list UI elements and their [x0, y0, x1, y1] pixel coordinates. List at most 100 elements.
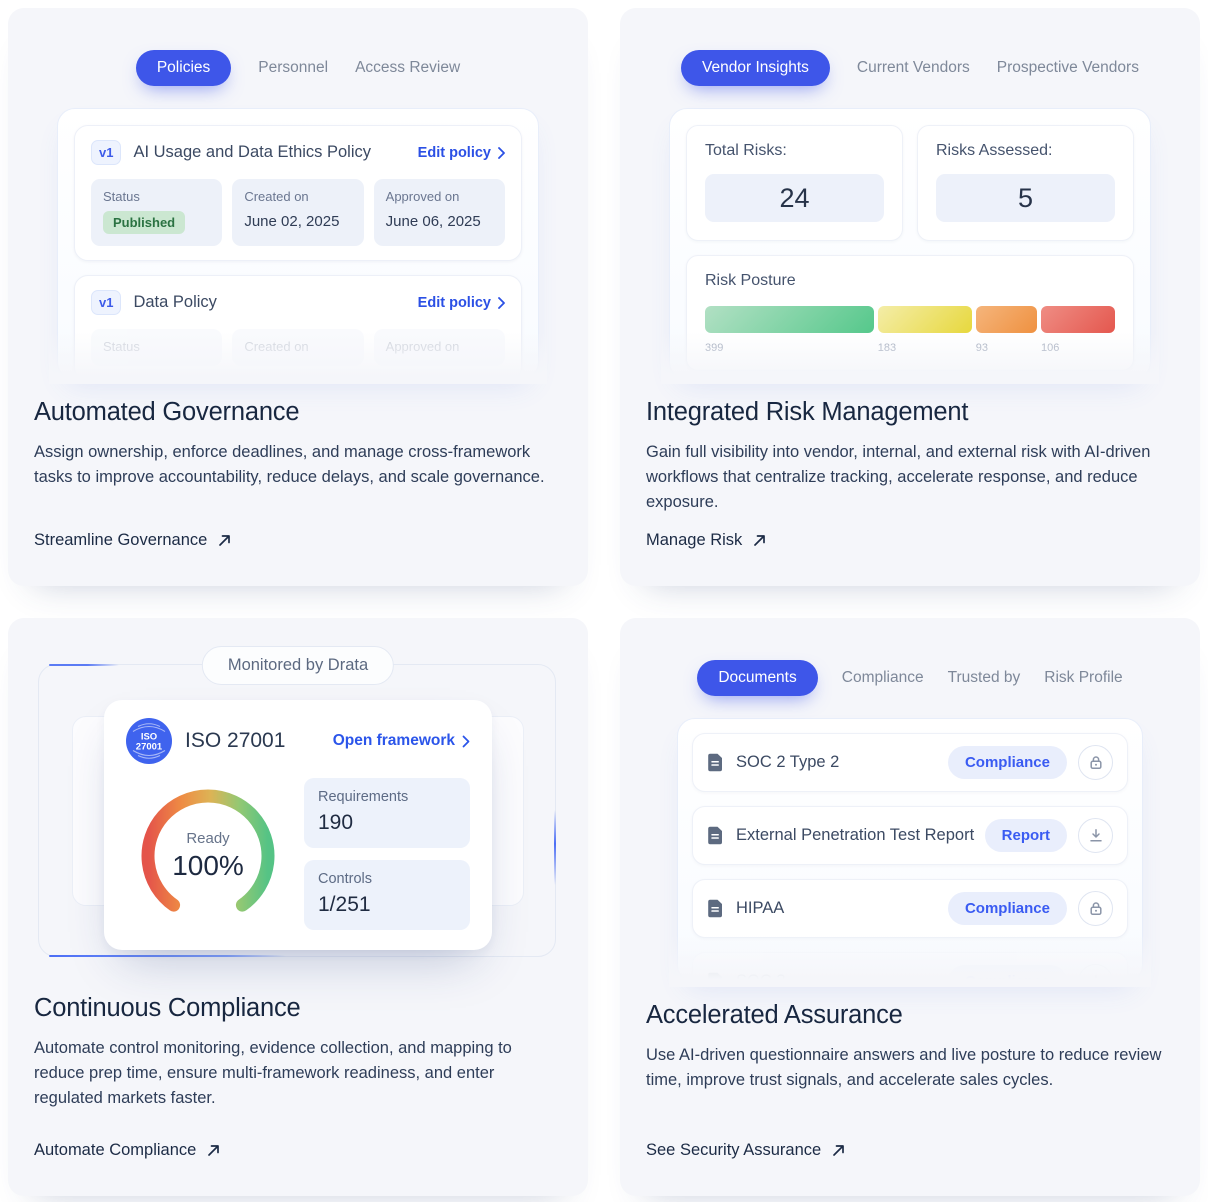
- lock-icon: [1089, 902, 1102, 916]
- lock-button[interactable]: [1078, 745, 1113, 780]
- tab-compliance[interactable]: Compliance: [841, 669, 924, 686]
- compliance-mock: Monitored by Drata: [8, 618, 588, 976]
- blue-accent-bottom: [49, 954, 287, 957]
- risk-segment-critical: [1041, 306, 1116, 333]
- risk-panel: Total Risks: 24 Risks Assessed: 5 Risk P…: [669, 108, 1151, 380]
- field-status: Status Published: [91, 179, 223, 246]
- page-title-governance: Automated Governance: [34, 398, 300, 426]
- tab-documents[interactable]: Documents: [697, 660, 818, 696]
- manage-risk-link[interactable]: Manage Risk: [620, 531, 1200, 550]
- edit-policy-link[interactable]: Edit policy: [418, 145, 505, 161]
- arrow-up-right-icon: [754, 535, 766, 546]
- field-status: Status: [91, 329, 223, 366]
- card-accelerated-assurance: Documents Compliance Trusted by Risk Pro…: [620, 618, 1200, 1196]
- automate-compliance-link[interactable]: Automate Compliance: [8, 1141, 588, 1160]
- framework-title: ISO 27001: [185, 729, 286, 752]
- tab-vendor-insights[interactable]: Vendor Insights: [681, 50, 830, 86]
- edit-policy-link[interactable]: Edit policy: [418, 295, 505, 311]
- tab-policies[interactable]: Policies: [135, 50, 232, 86]
- document-row-soc2: SOC 2 Type 2 Compliance: [692, 733, 1128, 792]
- field-approved-on: Approved on June 06, 2025: [373, 179, 505, 246]
- chevron-right-icon: [498, 296, 505, 309]
- chevron-right-icon: [498, 146, 505, 159]
- description-assurance: Use AI-driven questionnaire answers and …: [646, 1046, 1162, 1089]
- policies-mock: v1 AI Usage and Data Ethics Policy Edit …: [49, 108, 547, 384]
- streamline-governance-link[interactable]: Streamline Governance: [8, 531, 588, 550]
- compliance-badge: Compliance: [947, 746, 1067, 779]
- tab-current-vendors[interactable]: Current Vendors: [856, 59, 970, 76]
- arrow-up-right-icon: [208, 1145, 220, 1156]
- arrow-up-right-icon: [219, 535, 231, 546]
- policy-card-ai-usage: v1 AI Usage and Data Ethics Policy Edit …: [74, 125, 522, 261]
- card-continuous-compliance: Monitored by Drata: [8, 618, 588, 1196]
- open-framework-link[interactable]: Open framework: [333, 732, 470, 750]
- iso-27001-badge-icon: ISO 27001: [126, 718, 172, 764]
- report-badge: Report: [984, 819, 1067, 852]
- tab-risk-profile[interactable]: Risk Profile: [1044, 669, 1123, 686]
- page-title-compliance: Continuous Compliance: [34, 994, 301, 1022]
- policy-card-data-policy: v1 Data Policy Edit policy Status Create…: [74, 275, 522, 379]
- document-row-soc3: SOC 3 Compliance: [692, 952, 1128, 982]
- risk-segment-high: [975, 306, 1038, 333]
- risk-posture-bar: [705, 306, 1116, 333]
- assurance-tabs: Documents Compliance Trusted by Risk Pro…: [620, 660, 1200, 696]
- card-integrated-risk: Vendor Insights Current Vendors Prospect…: [620, 8, 1200, 586]
- framework-card: ISO 27001 ISO 27001 Open framework: [104, 700, 492, 950]
- stat-risks-assessed: Risks Assessed: 5: [917, 125, 1134, 241]
- document-row-pentest: External Penetration Test Report Report: [692, 806, 1128, 865]
- tab-trusted-by[interactable]: Trusted by: [947, 669, 1021, 686]
- page-title-assurance: Accelerated Assurance: [646, 1001, 903, 1029]
- lock-button[interactable]: [1078, 891, 1113, 926]
- document-icon: [708, 753, 722, 772]
- monitored-by-drata-pill: Monitored by Drata: [201, 646, 395, 685]
- document-icon: [708, 972, 722, 982]
- risk-segment-low: [705, 306, 874, 333]
- documents-mock: SOC 2 Type 2 Compliance External Penetra…: [669, 718, 1151, 987]
- policy-title: AI Usage and Data Ethics Policy: [133, 143, 372, 161]
- tab-access-review[interactable]: Access Review: [355, 59, 461, 76]
- description-governance: Assign ownership, enforce deadlines, and…: [34, 443, 545, 486]
- version-badge: v1: [91, 140, 122, 165]
- field-created-on: Created on: [232, 329, 364, 366]
- blue-accent-top: [49, 664, 119, 666]
- documents-panel: SOC 2 Type 2 Compliance External Penetra…: [677, 718, 1143, 983]
- download-button[interactable]: [1078, 964, 1113, 982]
- policies-panel: v1 AI Usage and Data Ethics Policy Edit …: [57, 108, 539, 380]
- card-automated-governance: Policies Personnel Access Review v1 AI U…: [8, 8, 588, 586]
- version-badge: v1: [91, 290, 122, 315]
- total-risks-value: 24: [705, 174, 884, 222]
- blue-accent-right: [554, 810, 556, 885]
- description-compliance: Automate control monitoring, evidence co…: [34, 1039, 512, 1107]
- arrow-up-right-icon: [833, 1145, 845, 1156]
- tab-personnel[interactable]: Personnel: [258, 59, 329, 76]
- stat-total-risks: Total Risks: 24: [686, 125, 903, 241]
- description-risk: Gain full visibility into vendor, intern…: [646, 443, 1151, 511]
- chevron-right-icon: [462, 735, 470, 747]
- document-icon: [708, 899, 722, 918]
- risk-segment-medium: [877, 306, 972, 333]
- risks-assessed-value: 5: [936, 174, 1115, 222]
- download-icon: [1089, 829, 1102, 842]
- readiness-gauge: Ready 100%: [126, 778, 290, 930]
- tab-prospective-vendors[interactable]: Prospective Vendors: [996, 59, 1139, 76]
- lock-icon: [1089, 756, 1102, 770]
- download-icon: [1091, 975, 1100, 982]
- gauge-value: 100%: [172, 850, 244, 881]
- policy-title: Data Policy: [133, 293, 217, 311]
- field-approved-on: Approved on: [373, 329, 505, 366]
- metric-controls: Controls 1/251: [304, 860, 470, 930]
- document-icon: [708, 826, 722, 845]
- svg-text:27001: 27001: [136, 742, 163, 753]
- compliance-badge: Compliance: [947, 965, 1067, 982]
- status-badge: Published: [103, 211, 186, 234]
- risk-tabs: Vendor Insights Current Vendors Prospect…: [620, 50, 1200, 86]
- see-security-assurance-link[interactable]: See Security Assurance: [620, 1141, 1200, 1160]
- field-created-on: Created on June 02, 2025: [232, 179, 364, 246]
- compliance-badge: Compliance: [947, 892, 1067, 925]
- risk-segment-labels: 399 183 93 106: [705, 342, 1060, 354]
- page-title-risk: Integrated Risk Management: [646, 398, 969, 426]
- svg-text:ISO: ISO: [141, 732, 157, 743]
- download-button[interactable]: [1078, 818, 1113, 853]
- governance-tabs: Policies Personnel Access Review: [8, 50, 588, 86]
